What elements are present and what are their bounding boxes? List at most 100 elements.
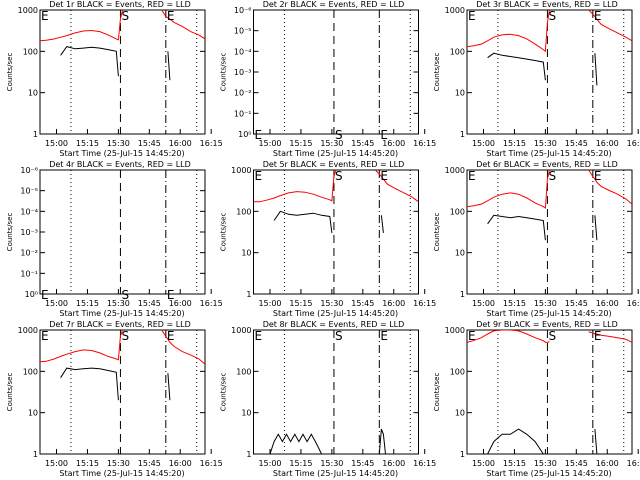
x-tick-label: 15:45 xyxy=(565,139,588,148)
x-tick-label: 16:00 xyxy=(169,139,192,148)
x-axis-label: Start Time (25-Jul-15 14:45:20) xyxy=(486,469,611,478)
y-tick-label: 1000 xyxy=(231,166,251,175)
data-line xyxy=(60,46,171,81)
y-tick-label: 10⁻⁵ xyxy=(20,187,38,196)
annotation: E xyxy=(41,288,49,302)
y-tick-label: 100 xyxy=(236,207,251,216)
annotation: S xyxy=(548,9,556,23)
y-axis-label: Counts/sec xyxy=(433,373,441,412)
data-line xyxy=(253,170,419,203)
data-line xyxy=(273,210,384,233)
x-tick-label: 15:15 xyxy=(289,139,312,148)
x-axis-label: Start Time (25-Jul-15 14:45:20) xyxy=(59,149,184,158)
y-tick-label: 10⁻¹ xyxy=(234,109,252,118)
y-axis-label: Counts/sec xyxy=(6,53,14,92)
x-tick-label: 15:00 xyxy=(258,299,281,308)
x-tick-label: 15:00 xyxy=(45,299,68,308)
panel: Det 3r BLACK = Events, RED = LLD Start Ti… xyxy=(433,0,640,158)
annotation: E xyxy=(594,9,602,23)
y-axis-label: Counts/sec xyxy=(220,373,228,412)
x-tick-label: 15:00 xyxy=(472,139,495,148)
y-tick-label: 10 xyxy=(241,249,251,258)
x-tick-label: 16:15 xyxy=(413,139,436,148)
y-tick-label: 100 xyxy=(23,367,38,376)
x-tick-label: 15:30 xyxy=(534,299,557,308)
x-tick-label: 16:15 xyxy=(200,299,223,308)
annotation: E xyxy=(255,169,263,183)
x-tick-label: 16:15 xyxy=(413,299,436,308)
y-tick-label: 10⁻³ xyxy=(20,228,38,237)
y-tick-label: 1 xyxy=(33,130,38,139)
x-tick-label: 15:45 xyxy=(138,459,161,468)
annotation: E xyxy=(380,128,388,142)
panel-title: Det 7r BLACK = Events, RED = LLD xyxy=(49,320,191,329)
x-tick-label: 15:15 xyxy=(503,459,526,468)
plot-frame xyxy=(39,329,206,455)
x-tick-label: 16:00 xyxy=(169,459,192,468)
y-tick-label: 10⁻⁶ xyxy=(234,6,252,15)
y-tick-label: 1000 xyxy=(231,326,251,335)
panel: Det 8r BLACK = Events, RED = LLD Start Ti… xyxy=(220,320,437,478)
x-tick-label: 15:15 xyxy=(289,459,312,468)
y-axis-label: Counts/sec xyxy=(433,53,441,92)
y-tick-label: 1 xyxy=(246,290,251,299)
x-tick-label: 15:30 xyxy=(320,459,343,468)
x-tick-label: 16:15 xyxy=(627,139,640,148)
x-axis-label: Start Time (25-Jul-15 14:45:20) xyxy=(59,309,184,318)
annotation: S xyxy=(121,288,129,302)
y-axis-label: Counts/sec xyxy=(6,373,14,412)
data-line xyxy=(487,52,598,86)
y-axis-label: Counts/sec xyxy=(220,213,228,252)
x-tick-label: 16:00 xyxy=(382,459,405,468)
x-tick-label: 15:45 xyxy=(565,459,588,468)
data-line xyxy=(467,170,632,210)
x-tick-label: 15:00 xyxy=(45,459,68,468)
x-tick-label: 15:30 xyxy=(320,299,343,308)
y-tick-label: 1 xyxy=(460,130,465,139)
y-tick-label: 1 xyxy=(33,450,38,459)
x-tick-label: 16:15 xyxy=(627,459,640,468)
x-axis-label: Start Time (25-Jul-15 14:45:20) xyxy=(486,309,611,318)
y-tick-label: 1 xyxy=(460,450,465,459)
annotation: S xyxy=(121,329,129,343)
x-tick-label: 15:15 xyxy=(76,139,99,148)
data-line xyxy=(467,10,632,53)
panel-title: Det 6r BLACK = Events, RED = LLD xyxy=(476,160,618,169)
y-axis-label: Counts/sec xyxy=(433,213,441,252)
x-axis-label: Start Time (25-Jul-15 14:45:20) xyxy=(486,149,611,158)
annotation: S xyxy=(335,169,343,183)
plot-frame xyxy=(466,329,633,455)
panel: Det 1r BLACK = Events, RED = LLD Start Ti… xyxy=(6,0,223,158)
annotation: E xyxy=(468,169,476,183)
y-tick-label: 100 xyxy=(450,47,465,56)
data-line xyxy=(40,330,205,365)
y-tick-label: 10⁻² xyxy=(20,249,38,258)
y-tick-label: 1000 xyxy=(445,6,465,15)
annotation: E xyxy=(594,169,602,183)
y-tick-label: 10⁻⁶ xyxy=(20,166,38,175)
x-tick-label: 15:30 xyxy=(320,139,343,148)
x-tick-label: 15:30 xyxy=(107,459,130,468)
panel-title: Det 4r BLACK = Events, RED = LLD xyxy=(49,160,191,169)
y-tick-label: 10⁻² xyxy=(234,89,252,98)
annotation: E xyxy=(468,329,476,343)
annotation: E xyxy=(167,9,175,23)
x-tick-label: 16:00 xyxy=(382,299,405,308)
x-tick-label: 15:15 xyxy=(503,299,526,308)
y-tick-label: 10 xyxy=(455,89,465,98)
plot-frame xyxy=(253,329,419,455)
panel: Det 7r BLACK = Events, RED = LLD Start Ti… xyxy=(6,320,223,478)
panel-title: Det 3r BLACK = Events, RED = LLD xyxy=(476,0,618,9)
panel: Det 4r BLACK = Events, RED = LLD Start Ti… xyxy=(6,160,223,318)
panel-title: Det 9r BLACK = Events, RED = LLD xyxy=(476,320,618,329)
y-tick-label: 100 xyxy=(236,367,251,376)
annotation: S xyxy=(121,9,129,23)
annotation: E xyxy=(468,9,476,23)
x-tick-label: 15:15 xyxy=(289,299,312,308)
x-tick-label: 15:15 xyxy=(76,299,99,308)
y-tick-label: 10⁻³ xyxy=(234,68,252,77)
x-tick-label: 16:00 xyxy=(169,299,192,308)
panel-title: Det 2r BLACK = Events, RED = LLD xyxy=(263,0,405,9)
data-line xyxy=(40,10,205,42)
